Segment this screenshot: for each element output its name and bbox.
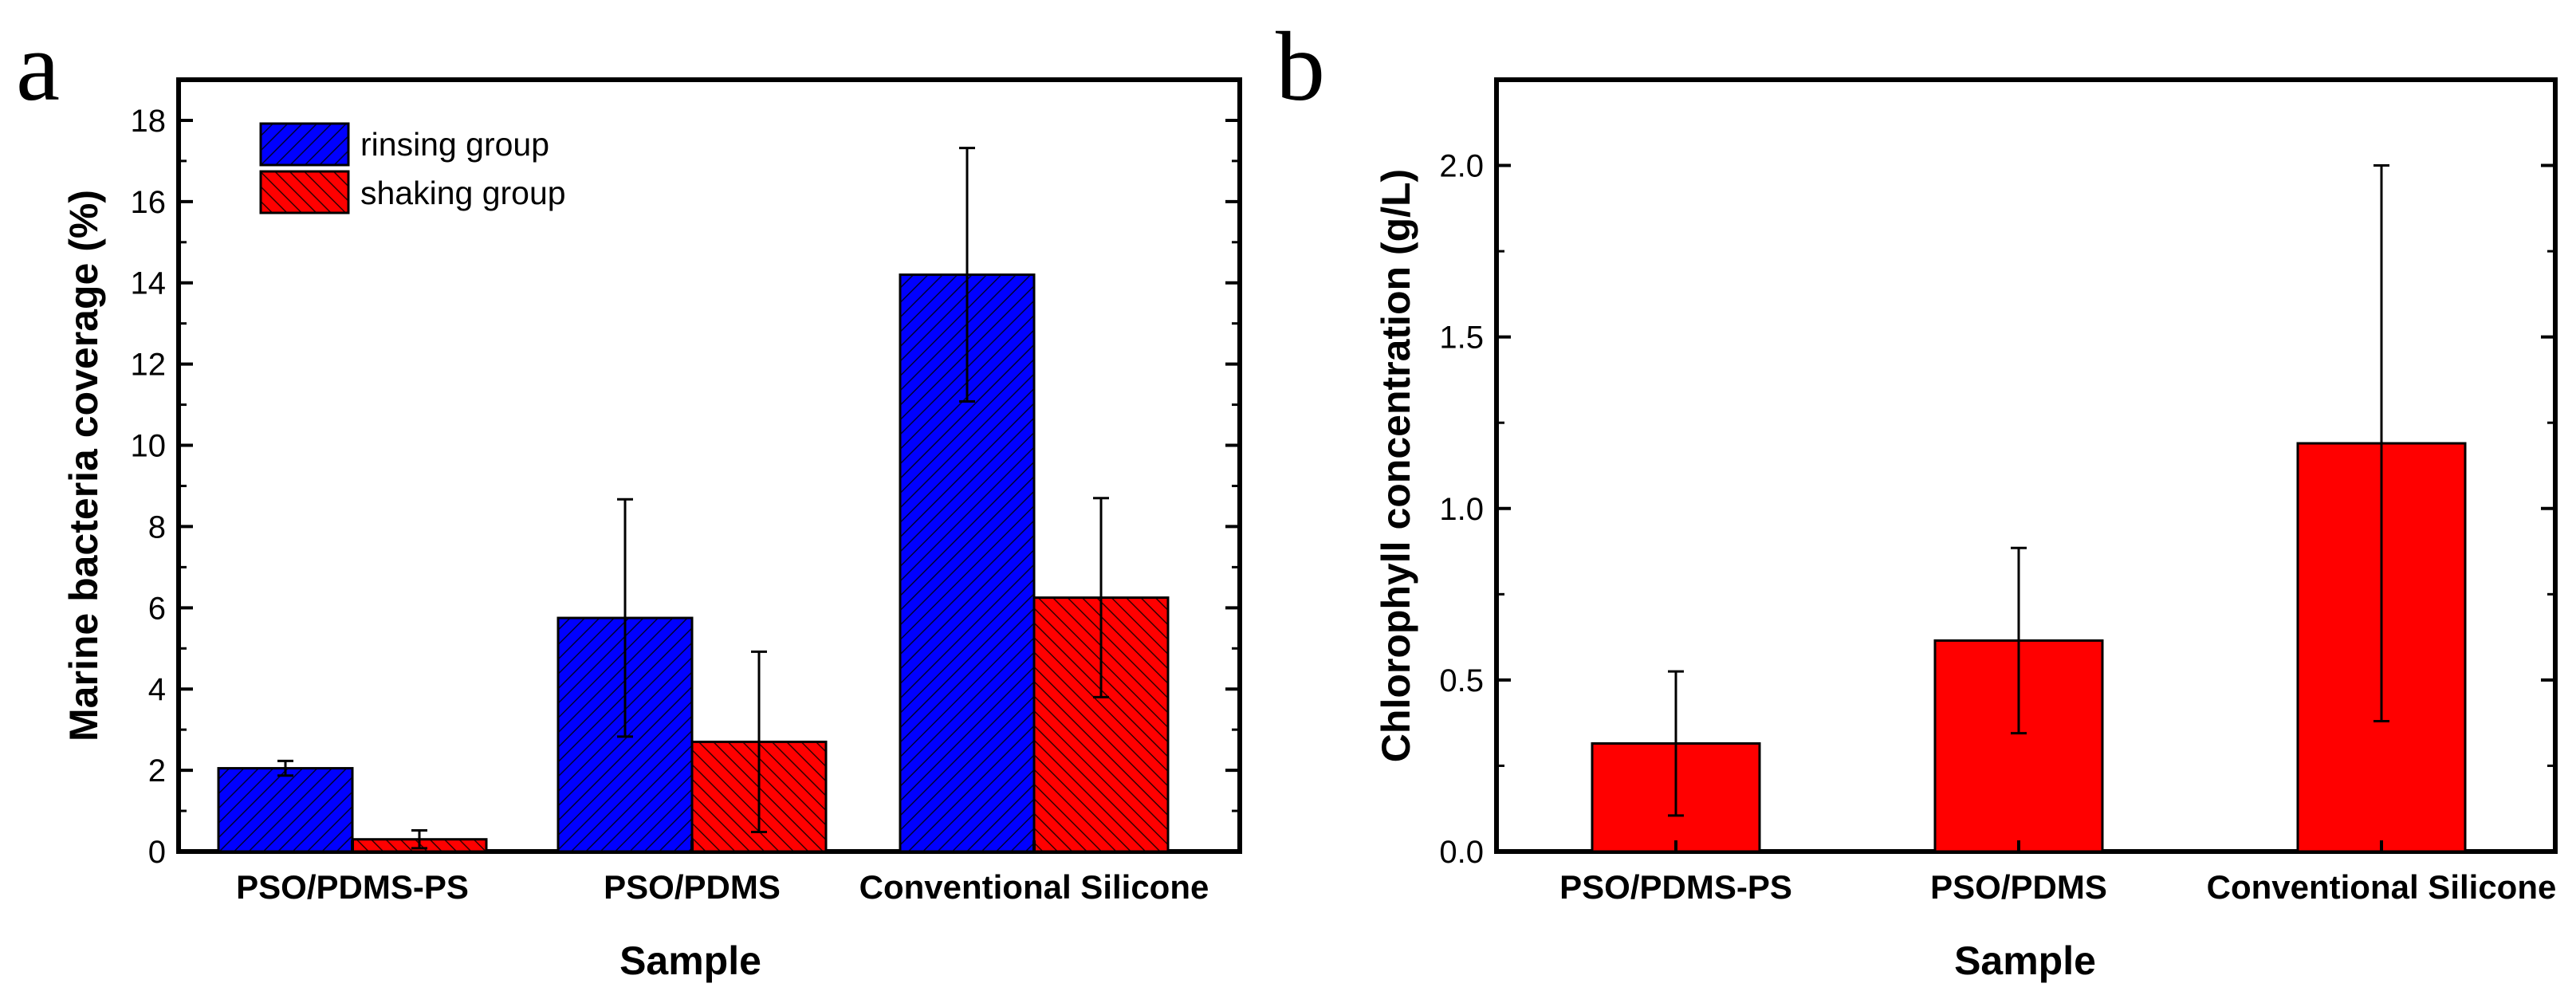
y-tick-label: 0 [148, 835, 166, 870]
legend-label-rinsing: rinsing group [360, 126, 549, 163]
panel-b-category-label: Conventional Silicone [2207, 868, 2557, 906]
y-tick-label: 2 [148, 753, 166, 789]
panel-b: b 0.0 0.5 1.0 1.5 2.0 PSO/PDMS-PS PSO/PDMS C… [1276, 12, 2558, 983]
legend-label-shaking: shaking group [360, 175, 566, 211]
panel-a-y-ticks: 0 2 4 6 8 10 12 14 16 18 [131, 104, 1240, 870]
y-tick-label: 2.0 [1439, 149, 1484, 184]
y-tick-label: 1.0 [1439, 492, 1484, 527]
panel-a-category-label: PSO/PDMS-PS [236, 868, 469, 906]
panel-b-category-label: PSO/PDMS [1930, 868, 2107, 906]
panel-b-bars [1591, 442, 2467, 853]
y-tick-label: 6 [148, 591, 166, 626]
panel-a-legend: rinsing group shaking group [259, 122, 566, 214]
y-tick-label: 4 [148, 672, 166, 707]
panel-b-x-axis-title: Sample [1954, 938, 2096, 983]
panel-b-category-label: PSO/PDMS-PS [1559, 868, 1792, 906]
panel-b-y-ticks: 0.0 0.5 1.0 1.5 2.0 [1439, 149, 2555, 870]
panel-a-y-axis-title: Marine bacteria coverage (%) [61, 190, 106, 741]
legend-swatch-shaking [259, 170, 350, 214]
y-tick-label: 10 [131, 429, 167, 464]
panel-b-letter: b [1276, 12, 1325, 121]
panel-a-bars [217, 273, 1170, 853]
legend-swatch-rinsing [259, 122, 350, 167]
panel-a-x-ticks [351, 840, 1036, 852]
panel-a-x-axis-title: Sample [619, 938, 761, 983]
panel-a-category-label: Conventional Silicone [859, 868, 1209, 906]
panel-a-error-bars [277, 147, 1109, 850]
bar-rinsing-group [217, 767, 354, 853]
y-tick-label: 18 [131, 104, 167, 139]
y-tick-label: 0.0 [1439, 835, 1484, 870]
y-tick-label: 8 [148, 509, 166, 545]
panel-b-error-bars [1668, 164, 2389, 817]
panel-a-letter: a [16, 12, 60, 121]
y-tick-label: 12 [131, 348, 167, 383]
panel-a: a 0 2 4 6 8 10 12 14 16 18 PSO/PDMS-PS PSO/PDMS C… [16, 12, 1242, 983]
y-tick-label: 0.5 [1439, 663, 1484, 698]
y-tick-label: 16 [131, 185, 167, 220]
y-tick-label: 1.5 [1439, 321, 1484, 356]
y-tick-label: 14 [131, 266, 167, 301]
panel-a-category-label: PSO/PDMS [604, 868, 781, 906]
panel-b-y-axis-title: Chlorophyll concentration (g/L) [1374, 169, 1418, 762]
panel-b-x-ticks [1674, 840, 2383, 852]
